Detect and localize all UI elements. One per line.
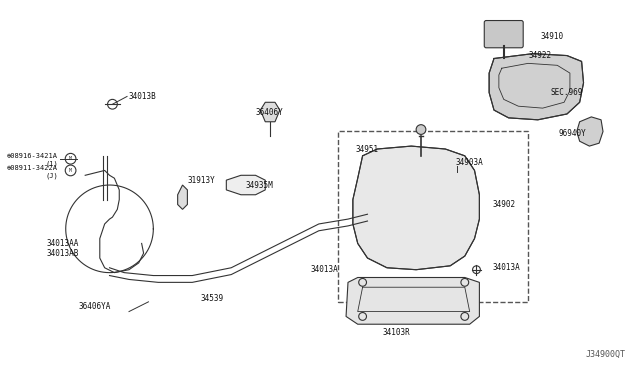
- Polygon shape: [577, 117, 603, 146]
- Text: 34910: 34910: [541, 32, 564, 41]
- Text: SEC.969: SEC.969: [550, 88, 583, 97]
- Text: M: M: [69, 168, 72, 173]
- Text: 34013A: 34013A: [492, 263, 520, 272]
- Text: 34013A: 34013A: [310, 265, 339, 274]
- Text: 34951: 34951: [356, 144, 379, 154]
- Polygon shape: [489, 54, 584, 120]
- Circle shape: [416, 125, 426, 134]
- Text: 36406Y: 36406Y: [255, 108, 284, 116]
- Text: ⊕08916-3421A: ⊕08916-3421A: [7, 153, 58, 159]
- Text: 34539: 34539: [200, 294, 223, 304]
- Text: 34013B: 34013B: [129, 92, 157, 101]
- Text: 34903A: 34903A: [455, 158, 483, 167]
- Polygon shape: [260, 102, 280, 122]
- Text: J34900QT: J34900QT: [586, 350, 625, 359]
- Text: 34013AA: 34013AA: [46, 239, 78, 248]
- Text: 34935M: 34935M: [246, 180, 273, 189]
- Text: ⊕08911-3422A: ⊕08911-3422A: [7, 164, 58, 170]
- Text: 31913Y: 31913Y: [188, 176, 215, 185]
- Text: 96940Y: 96940Y: [558, 129, 586, 138]
- Text: 34902: 34902: [492, 200, 515, 209]
- Text: 34103R: 34103R: [383, 327, 410, 337]
- Bar: [339, 131, 528, 302]
- Polygon shape: [178, 185, 188, 209]
- Text: M: M: [69, 156, 72, 161]
- FancyBboxPatch shape: [484, 20, 523, 48]
- Text: 34013AB: 34013AB: [46, 248, 78, 258]
- Polygon shape: [227, 175, 265, 195]
- Text: (J): (J): [45, 172, 58, 179]
- Polygon shape: [353, 146, 479, 270]
- Text: (1): (1): [45, 160, 58, 167]
- Text: 36406YA: 36406YA: [78, 302, 111, 311]
- Text: 34922: 34922: [528, 51, 551, 60]
- Polygon shape: [346, 278, 479, 324]
